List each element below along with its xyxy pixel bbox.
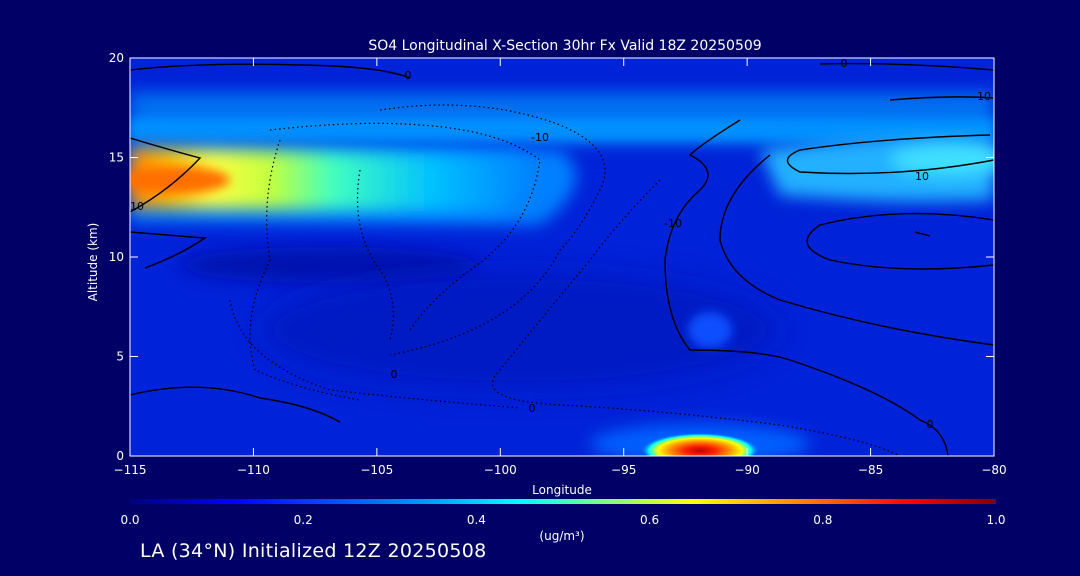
wind-contours (130, 62, 994, 456)
initialization-label: LA (34°N) Initialized 12Z 20250508 (140, 540, 487, 562)
contour-line-dashed (356, 169, 394, 341)
colorbar-tick-label: 0.4 (467, 513, 486, 527)
field-upper-band-core (130, 118, 994, 140)
colorbar-unit-label: (ug/m³) (539, 529, 584, 543)
colorbar-tick-label: 0.0 (120, 513, 139, 527)
contour-labels: -10 0 0 10 10 10 -10 0 0 0 (130, 57, 991, 431)
x-axis: −115 −110 −105 −100 −95 −90 −85 −80 (114, 58, 1007, 477)
contour-label: 0 (391, 368, 398, 381)
x-tick-label: −85 (858, 463, 883, 477)
wind-contours-negative (229, 104, 901, 456)
x-tick-label: −105 (360, 463, 393, 477)
contour-label: -10 (664, 217, 682, 230)
y-tick-label: 5 (116, 350, 124, 364)
field-east-maximum (890, 144, 994, 176)
contour-line (130, 63, 411, 79)
contour-line-dashed (491, 179, 901, 456)
contour-label: 10 (915, 170, 929, 183)
colorbar-tick-label: 1.0 (986, 513, 1005, 527)
contour-line (664, 119, 949, 456)
y-tick-label: 20 (109, 51, 124, 65)
contour-line (806, 212, 994, 270)
contour-label: 0 (841, 57, 848, 70)
x-axis-label: Longitude (532, 483, 592, 497)
chart-title: SO4 Longitudinal X-Section 30hr Fx Valid… (368, 38, 761, 54)
contour-line (889, 96, 994, 101)
contour-label: 10 (977, 90, 991, 103)
contour-line (130, 137, 202, 213)
contour-line (130, 386, 341, 423)
colorbar (130, 499, 996, 504)
contour-label: 0 (529, 402, 536, 415)
field-surface-maximum (640, 429, 760, 456)
contour-line (819, 62, 994, 71)
contour-line (914, 231, 931, 237)
contour-label: -10 (531, 131, 549, 144)
colorbar-tick-label: 0.8 (813, 513, 832, 527)
field-dark-patch (180, 247, 480, 283)
field-light-patch (688, 312, 732, 348)
colorbar-tick-label: 0.6 (640, 513, 659, 527)
contour-line (719, 154, 994, 346)
x-tick-label: −100 (484, 463, 517, 477)
contour-label: 10 (130, 200, 144, 213)
colorbar-tick-label: 0.2 (294, 513, 313, 527)
contour-label: 0 (405, 69, 412, 82)
contour-line (786, 134, 994, 175)
field-west-maximum (130, 166, 230, 194)
x-tick-label: −90 (734, 463, 759, 477)
y-tick-label: 15 (109, 151, 124, 165)
y-axis: 0 5 10 15 20 (109, 51, 994, 463)
so4-filled-field (130, 58, 994, 456)
colorbar-ticks: 0.0 0.2 0.4 0.6 0.8 1.0 (120, 513, 1005, 527)
x-tick-label: −110 (237, 463, 270, 477)
field-dark-patch (260, 270, 780, 390)
y-tick-label: 10 (109, 250, 124, 264)
x-tick-label: −95 (611, 463, 636, 477)
y-tick-label: 0 (116, 449, 124, 463)
contour-line (130, 231, 208, 269)
contour-label: 0 (927, 418, 934, 431)
x-tick-label: −80 (981, 463, 1006, 477)
field-west-band (130, 148, 536, 212)
y-axis-label: Altitude (km) (86, 223, 100, 302)
x-tick-label: −115 (114, 463, 147, 477)
contour-line-dashed (379, 104, 606, 356)
